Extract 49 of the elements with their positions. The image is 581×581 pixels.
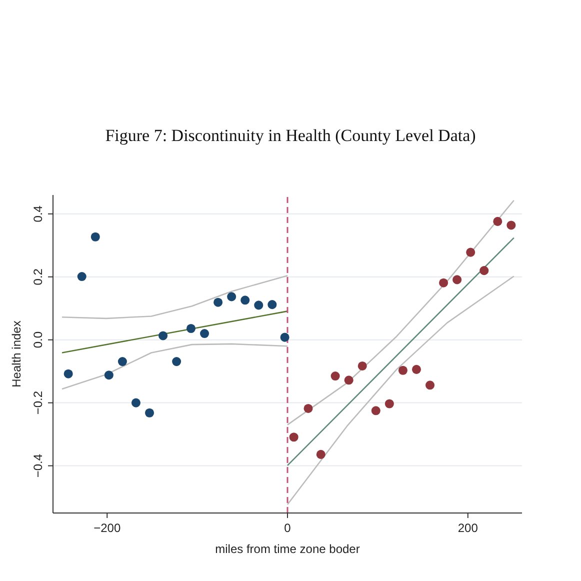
point — [371, 406, 380, 416]
point — [104, 370, 114, 380]
y-tick-label: 0.0 — [31, 331, 45, 348]
x-axis-title: miles from time zone boder — [215, 542, 360, 556]
point — [466, 248, 476, 257]
x-tick-label: −200 — [94, 521, 121, 535]
y-tick-label: −0.4 — [31, 454, 45, 478]
point — [64, 369, 73, 378]
point — [240, 296, 250, 305]
point — [280, 332, 290, 342]
point — [158, 331, 168, 340]
point — [506, 220, 516, 230]
line-series — [61, 343, 288, 390]
y-axis-title: Health index — [9, 320, 24, 388]
point — [452, 275, 462, 284]
point — [77, 272, 86, 282]
point — [384, 399, 394, 408]
point — [172, 357, 182, 366]
y-tick-label: 0.2 — [31, 268, 45, 286]
point — [344, 376, 354, 385]
point — [493, 216, 502, 226]
x-tick-label: 0 — [284, 521, 292, 535]
point — [214, 298, 223, 307]
y-tick-label: 0.4 — [31, 205, 45, 222]
point — [330, 372, 340, 381]
point — [227, 292, 236, 302]
point — [304, 404, 313, 413]
point — [131, 398, 140, 408]
point — [358, 361, 367, 370]
point — [90, 232, 100, 242]
point — [425, 380, 435, 390]
y-tick-label: −0.2 — [31, 390, 45, 415]
point — [480, 266, 489, 276]
point — [254, 300, 264, 310]
point — [118, 357, 127, 366]
x-tick-label: 200 — [458, 521, 478, 535]
point — [316, 450, 326, 459]
point — [200, 329, 210, 338]
point — [289, 432, 298, 442]
line-series — [286, 276, 515, 506]
point — [412, 364, 421, 374]
line-series — [61, 274, 288, 320]
point — [268, 300, 277, 310]
chart-title: Figure 7: Discontinuity in Health (County Level Data) — [105, 126, 476, 146]
point — [439, 278, 448, 288]
point — [144, 408, 154, 418]
point — [398, 366, 408, 375]
point — [186, 324, 196, 333]
line-series — [286, 200, 515, 426]
